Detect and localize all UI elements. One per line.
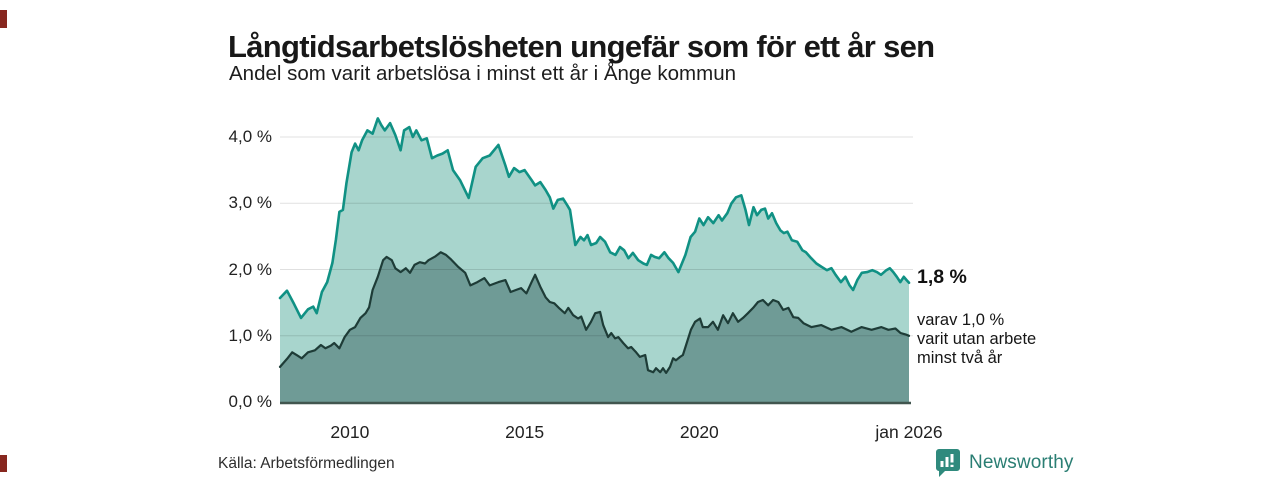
x-tick-label: jan 2026 (875, 422, 943, 442)
latest-value-label: 1,8 % (917, 266, 967, 288)
subseries-annotation: varav 1,0 % varit utan arbete minst två … (917, 311, 1036, 367)
newsworthy-icon (936, 449, 960, 477)
x-tick-label: 2015 (505, 422, 545, 442)
newsworthy-wordmark: Newsworthy (969, 451, 1074, 473)
y-tick-label: 4,0 % (228, 127, 272, 146)
source-caption: Källa: Arbetsförmedlingen (218, 455, 395, 472)
series-area (280, 252, 909, 402)
x-tick-label: 2010 (330, 422, 370, 442)
y-tick-label: 1,0 % (228, 325, 272, 345)
y-tick-label: 2,0 % (228, 259, 272, 279)
crop-mark-bottom (0, 455, 7, 472)
annotation-line: minst två år (917, 348, 1003, 367)
annotation-line: varit utan arbete (917, 329, 1037, 348)
y-tick-label: 3,0 % (228, 193, 272, 213)
newsworthy-logo: Newsworthy (934, 448, 1073, 477)
annotation-line: varav 1,0 % (917, 311, 1005, 329)
x-tick-label: 2020 (679, 422, 719, 442)
crop-mark-top (0, 10, 7, 28)
y-tick-label: 0,0 % (228, 392, 272, 411)
chart-subtitle: Andel som varit arbetslösa i minst ett å… (229, 62, 737, 85)
series-area (280, 118, 909, 403)
series-line (278, 251, 911, 374)
page-title: Långtidsarbetslösheten ungefär som för e… (228, 28, 935, 64)
series-line (278, 117, 911, 320)
